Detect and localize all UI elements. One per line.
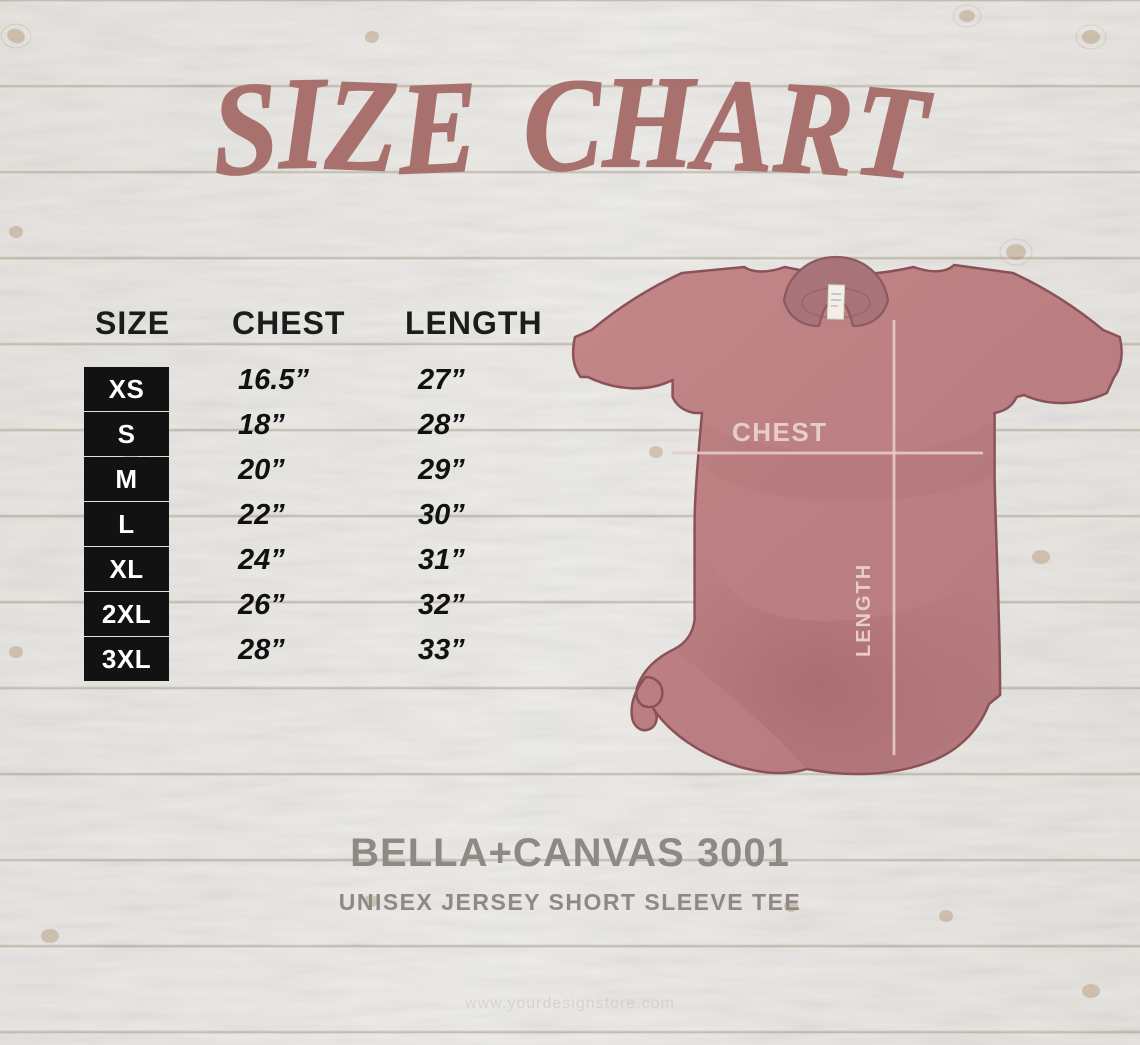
svg-text:LENGTH: LENGTH — [853, 563, 875, 657]
svg-text:CHEST: CHEST — [732, 417, 828, 447]
